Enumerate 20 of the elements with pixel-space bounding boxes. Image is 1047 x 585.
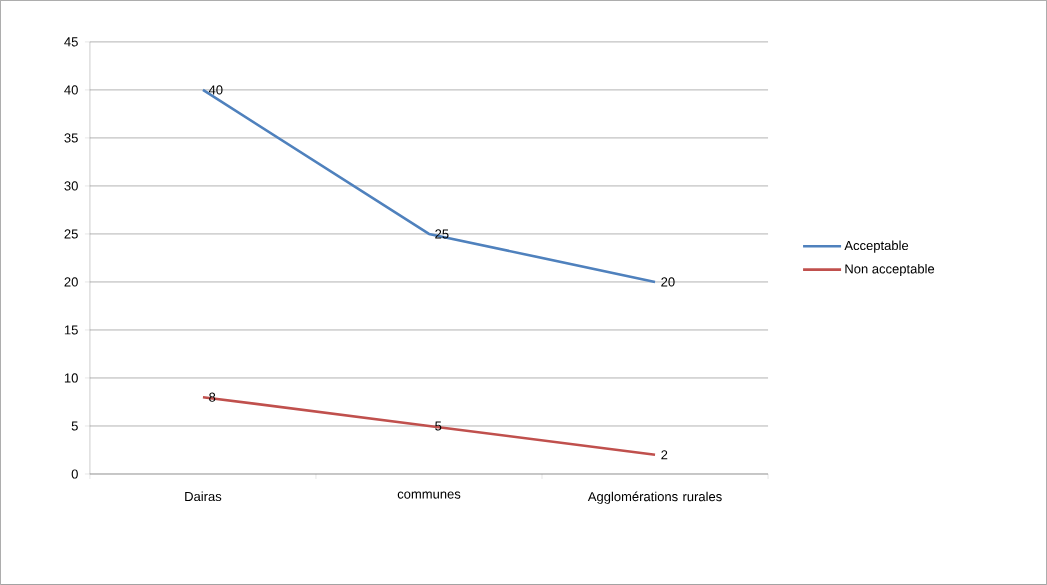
legend-label: Non acceptable <box>845 263 935 277</box>
y-tick-label: 30 <box>64 181 78 191</box>
data-label: 20 <box>661 277 675 287</box>
data-label: 40 <box>208 85 223 95</box>
y-tick-label: 40 <box>64 85 78 95</box>
x-tick-label: Dairas <box>185 491 222 502</box>
x-tick-label: Agglomérations rurales <box>587 491 722 504</box>
y-tick-label: 25 <box>64 229 78 239</box>
y-tick-label: 15 <box>64 325 78 335</box>
data-label: 8 <box>209 392 216 402</box>
y-tick-label: 0 <box>71 469 78 479</box>
y-tick-label: 35 <box>64 133 78 143</box>
data-label: 2 <box>661 450 668 460</box>
y-tick-label: 5 <box>71 421 78 431</box>
data-label: 5 <box>435 421 442 431</box>
y-tick-label: 45 <box>64 37 78 47</box>
y-tick-label: 20 <box>64 277 78 287</box>
x-tick-label: communes <box>397 491 461 499</box>
legend-label: Acceptable <box>844 240 909 253</box>
y-tick-label: 10 <box>64 373 78 383</box>
